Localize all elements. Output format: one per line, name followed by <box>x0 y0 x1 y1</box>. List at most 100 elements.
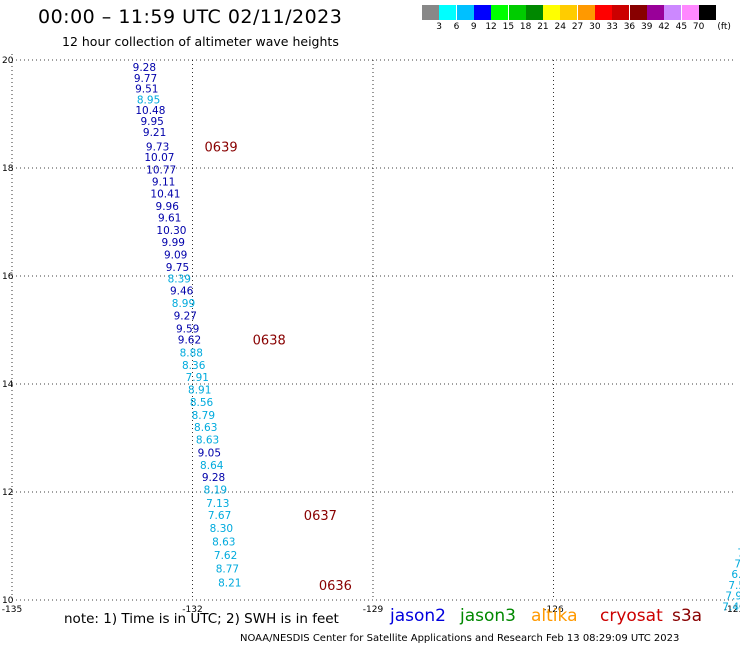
swh-value-label: 9.11 <box>152 177 175 189</box>
swh-value-label: 8.99 <box>172 298 195 310</box>
satellite-legend-s3a: s3a <box>672 606 703 626</box>
satellite-legend-jason3: jason3 <box>460 606 516 626</box>
swh-value-label: 8.63 <box>194 422 217 434</box>
legend-bin-label: 18 <box>519 22 532 32</box>
legend-swatch <box>681 5 699 20</box>
legend-swatch <box>629 5 647 20</box>
swh-value-label: 7.07 <box>734 558 740 570</box>
swh-value-label: 9.21 <box>143 127 166 139</box>
legend-swatch <box>439 5 457 20</box>
swh-value-label: 9.09 <box>164 249 187 261</box>
swh-value-label: 9.75 <box>166 262 189 274</box>
swh-value-label: 8.77 <box>216 564 239 576</box>
legend-swatch <box>525 5 543 20</box>
legend-swatch <box>560 5 578 20</box>
swh-value-label: 7.40 <box>722 601 740 613</box>
y-tick-label: 20 <box>2 56 14 66</box>
swh-value-label: 8.91 <box>188 384 211 396</box>
swh-value-label: 8.39 <box>168 274 191 286</box>
satellite-legend-jason2: jason2 <box>390 606 446 626</box>
legend-bin-label: 15 <box>502 22 515 32</box>
legend-swatch <box>612 5 630 20</box>
pass-time-label: 0638 <box>253 334 286 349</box>
satellite-legend-altika: altika <box>531 606 578 626</box>
swh-value-label: 7.91 <box>186 372 209 384</box>
swh-value-label: 9.73 <box>146 141 169 153</box>
swh-value-label: 8.56 <box>190 397 214 409</box>
legend-bin-label: 3 <box>436 22 442 32</box>
legend-bin-label: 70 <box>692 22 705 32</box>
y-tick-label: 14 <box>2 380 14 390</box>
x-tick-label: -132 <box>182 605 202 615</box>
swh-value-label: 8.63 <box>212 537 235 549</box>
legend-swatch <box>508 5 526 20</box>
swh-value-label: 8.88 <box>180 348 203 360</box>
legend-swatch <box>543 5 561 20</box>
swh-value-label: 7.67 <box>208 510 231 522</box>
y-tick-label: 18 <box>2 164 14 174</box>
x-tick-label: -129 <box>363 605 384 615</box>
swh-value-label: 9.28 <box>202 472 225 484</box>
swh-value-label: 10.07 <box>144 152 174 164</box>
swh-value-label: 10.41 <box>150 188 180 200</box>
swh-value-label: 8.21 <box>218 578 241 590</box>
swh-value-label: 9.96 <box>156 201 180 213</box>
swh-value-label: 9.51 <box>135 84 158 96</box>
legend-bin-label: 6 <box>453 22 460 32</box>
swh-value-label: 9.46 <box>170 286 194 298</box>
swh-value-label: 7.56 <box>728 580 740 592</box>
legend-bin-label: 12 <box>485 22 497 32</box>
legend-bin-label: 36 <box>623 22 636 32</box>
swh-value-label: 6.78 <box>731 569 740 581</box>
swh-value-label: 9.05 <box>198 448 221 460</box>
swh-value-label: 7.30 <box>737 547 740 559</box>
legend-bin-label: 21 <box>537 22 549 32</box>
y-tick-label: 10 <box>2 596 14 606</box>
y-tick-label: 12 <box>2 488 13 498</box>
legend-unit-label: (ft) <box>717 22 731 32</box>
swh-value-label: 8.63 <box>196 435 219 447</box>
legend-bin-label: 39 <box>641 22 653 32</box>
x-tick-label: -135 <box>2 605 22 615</box>
x-tick-label: -123 <box>724 605 740 615</box>
legend-bin-label: 30 <box>589 22 601 32</box>
pass-time-label: 0636 <box>319 579 352 594</box>
swh-value-label: 10.30 <box>156 225 186 237</box>
footer-credit: NOAA/NESDIS Center for Satellite Applica… <box>240 633 680 644</box>
chart-subtitle: 12 hour collection of altimeter wave hei… <box>62 34 339 49</box>
legend-swatch <box>577 5 595 20</box>
footer-note: note: 1) Time is in UTC; 2) SWH is in fe… <box>64 611 339 627</box>
legend-bin-label: 45 <box>675 22 688 32</box>
swh-value-label: 8.79 <box>192 410 215 422</box>
swh-value-label: 9.61 <box>158 213 181 225</box>
swh-value-label: 9.99 <box>162 237 185 249</box>
swh-value-label: 9.62 <box>178 335 201 347</box>
swh-value-label: 9.28 <box>133 62 156 74</box>
swh-value-label: 7.62 <box>214 550 237 562</box>
swh-value-label: 7.13 <box>206 498 229 510</box>
legend-swatch <box>664 5 682 20</box>
swh-value-label: 8.64 <box>200 460 224 472</box>
legend-swatch <box>595 5 612 20</box>
legend-bin-label: 27 <box>571 22 584 32</box>
swh-value-label: 8.30 <box>210 523 233 535</box>
legend-bin-label: 9 <box>470 22 477 32</box>
x-tick-label: -126 <box>543 605 564 615</box>
legend-bin-label: 42 <box>658 22 670 32</box>
y-tick-label: 16 <box>2 272 14 282</box>
swh-value-label: 8.36 <box>182 360 206 372</box>
legend-swatch <box>646 5 664 20</box>
pass-time-label: 0639 <box>205 140 238 155</box>
satellite-legend-cryosat: cryosat <box>600 606 663 626</box>
legend-bin-label: 33 <box>606 22 618 32</box>
legend-swatch <box>456 5 474 20</box>
swh-value-label: 8.95 <box>137 94 160 106</box>
chart-title: 00:00 – 11:59 UTC 02/11/2023 <box>38 6 343 28</box>
legend-swatch <box>473 5 491 20</box>
swh-value-label: 9.59 <box>176 323 199 335</box>
swh-value-label: 7.93 <box>725 591 740 603</box>
swh-value-label: 9.27 <box>174 310 197 322</box>
legend-bin-label: 24 <box>554 22 566 32</box>
swh-value-label: 8.19 <box>204 484 227 496</box>
